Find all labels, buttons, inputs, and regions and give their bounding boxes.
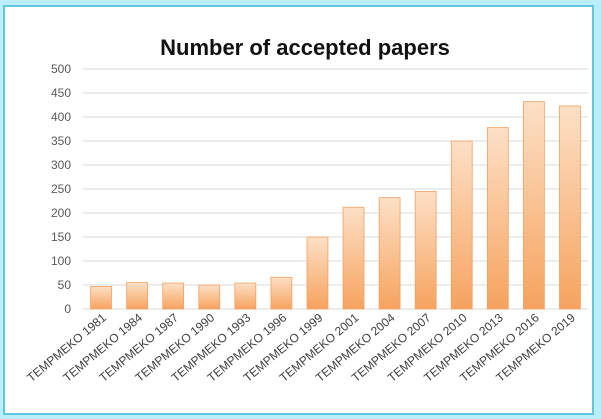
y-tick-label: 100 <box>51 254 71 268</box>
y-tick-label: 300 <box>51 158 71 172</box>
bar <box>90 286 112 310</box>
y-tick-label: 250 <box>51 182 71 196</box>
y-tick-label: 450 <box>51 86 71 100</box>
bar <box>126 282 148 310</box>
y-tick-label: 50 <box>58 278 72 292</box>
bar-chart: Number of accepted papers 0 50 100 150 200 25… <box>24 35 588 385</box>
bar <box>270 276 293 310</box>
bar <box>306 236 329 310</box>
bar <box>198 284 221 310</box>
y-tick-label: 0 <box>64 302 71 316</box>
y-tick-label: 200 <box>51 206 71 220</box>
bar <box>523 101 545 310</box>
bar <box>162 282 185 310</box>
bar <box>559 105 581 310</box>
bars <box>90 101 581 310</box>
bar <box>234 282 257 310</box>
bar <box>414 190 437 310</box>
y-axis-ticks: 0 50 100 150 200 250 300 350 400 450 500 <box>51 62 71 316</box>
y-tick-label: 350 <box>51 134 71 148</box>
chart-title: Number of accepted papers <box>160 35 450 60</box>
bar <box>342 206 365 310</box>
gridlines <box>83 68 588 310</box>
y-tick-label: 400 <box>51 110 71 124</box>
chart-frame: Number of accepted papers 0 50 100 150 200 25… <box>3 5 594 415</box>
y-tick-label: 500 <box>51 62 71 76</box>
bar <box>486 127 509 310</box>
bar <box>450 140 473 310</box>
bar <box>378 197 401 310</box>
y-tick-label: 150 <box>51 230 71 244</box>
